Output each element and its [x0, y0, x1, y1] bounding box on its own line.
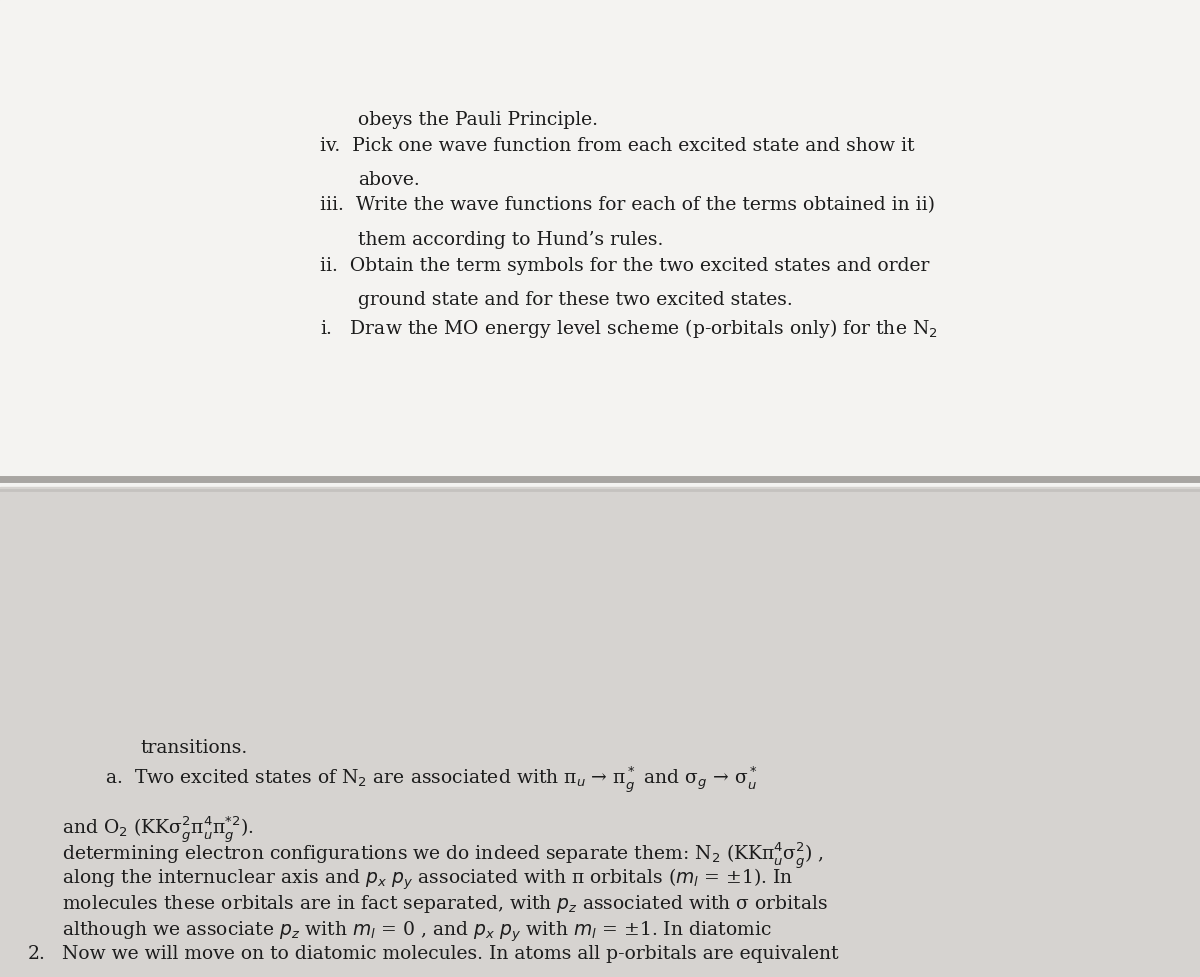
Text: iii.  Write the wave functions for each of the terms obtained in ii): iii. Write the wave functions for each o…: [320, 196, 935, 215]
Text: determining electron configurations we do indeed separate them: N$_2$ (KKπ$_u^4$: determining electron configurations we d…: [62, 841, 824, 871]
Text: above.: above.: [358, 171, 420, 189]
Text: although we associate $p_z$ with $m_l$ = 0 , and $p_x$ $p_y$ with $m_l$ = ±1. In: although we associate $p_z$ with $m_l$ =…: [62, 919, 772, 944]
Text: Now we will move on to diatomic molecules. In atoms all p-orbitals are equivalen: Now we will move on to diatomic molecule…: [62, 945, 839, 963]
Text: i.   Draw the MO energy level scheme (p-orbitals only) for the N$_2$: i. Draw the MO energy level scheme (p-or…: [320, 317, 938, 340]
Text: 2.: 2.: [28, 945, 46, 963]
Text: molecules these orbitals are in fact separated, with $p_z$ associated with σ orb: molecules these orbitals are in fact sep…: [62, 893, 828, 915]
Text: and O$_2$ (KKσ$_g^2$π$_u^4$π$_g^{*2}$).: and O$_2$ (KKσ$_g^2$π$_u^4$π$_g^{*2}$).: [62, 815, 253, 845]
Text: ii.  Obtain the term symbols for the two excited states and order: ii. Obtain the term symbols for the two …: [320, 257, 929, 275]
Text: ground state and for these two excited states.: ground state and for these two excited s…: [358, 290, 793, 309]
Text: along the internuclear axis and $p_x$ $p_y$ associated with π orbitals ($m_l$ = : along the internuclear axis and $p_x$ $p…: [62, 867, 793, 893]
Bar: [0, 487, 1200, 977]
Bar: [0, 0, 1200, 487]
Text: iv.  Pick one wave function from each excited state and show it: iv. Pick one wave function from each exc…: [320, 137, 914, 154]
Text: transitions.: transitions.: [140, 739, 247, 757]
Text: them according to Hund’s rules.: them according to Hund’s rules.: [358, 231, 664, 248]
Text: a.  Two excited states of N$_2$ are associated with π$_u$ → π$_g^*$ and σ$_g$ → : a. Two excited states of N$_2$ are assoc…: [106, 765, 757, 795]
Text: obeys the Pauli Principle.: obeys the Pauli Principle.: [358, 110, 598, 129]
